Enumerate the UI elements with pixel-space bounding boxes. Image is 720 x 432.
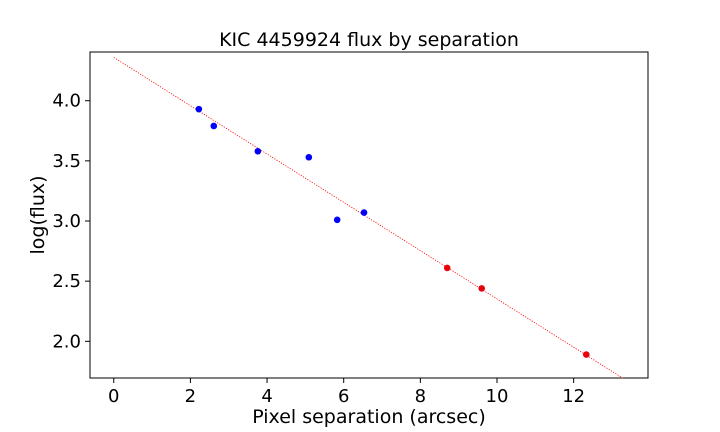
y-tick-label: 2.5 [52,271,81,292]
x-tick-label: 10 [486,386,509,407]
fit-line-layer [113,57,624,379]
x-axis: 0 2 4 6 8 10 12 [108,378,585,407]
chart-title: KIC 4459924 flux by separation [219,29,519,51]
data-point-0-3 [305,153,313,161]
y-tick-label: 4.0 [52,91,81,112]
data-point-1-0 [443,264,451,272]
x-tick-label: 0 [108,386,119,407]
data-point-1-2 [582,351,590,358]
data-points-layer [195,105,590,358]
x-tick-label: 2 [185,386,196,407]
fit-line [113,57,624,379]
data-point-0-2 [254,147,262,155]
y-tick-label: 3.5 [52,151,81,172]
y-axis: 2.0 2.5 3.0 3.5 4.0 [52,91,90,352]
data-point-0-4 [333,216,341,224]
y-tick-label: 3.0 [52,211,81,232]
plot-area-frame [89,51,649,379]
data-point-0-1 [210,122,218,130]
data-point-0-0 [195,105,203,113]
x-tick-label: 12 [562,386,585,407]
x-tick-label: 8 [415,386,426,407]
data-point-1-1 [478,285,485,292]
y-axis-label: log(flux) [27,175,49,254]
x-axis-label: Pixel separation (arcsec) [252,406,486,428]
x-tick-label: 4 [261,386,272,407]
x-tick-label: 6 [338,386,349,407]
y-tick-label: 2.0 [52,331,81,352]
data-point-0-5 [360,209,368,216]
